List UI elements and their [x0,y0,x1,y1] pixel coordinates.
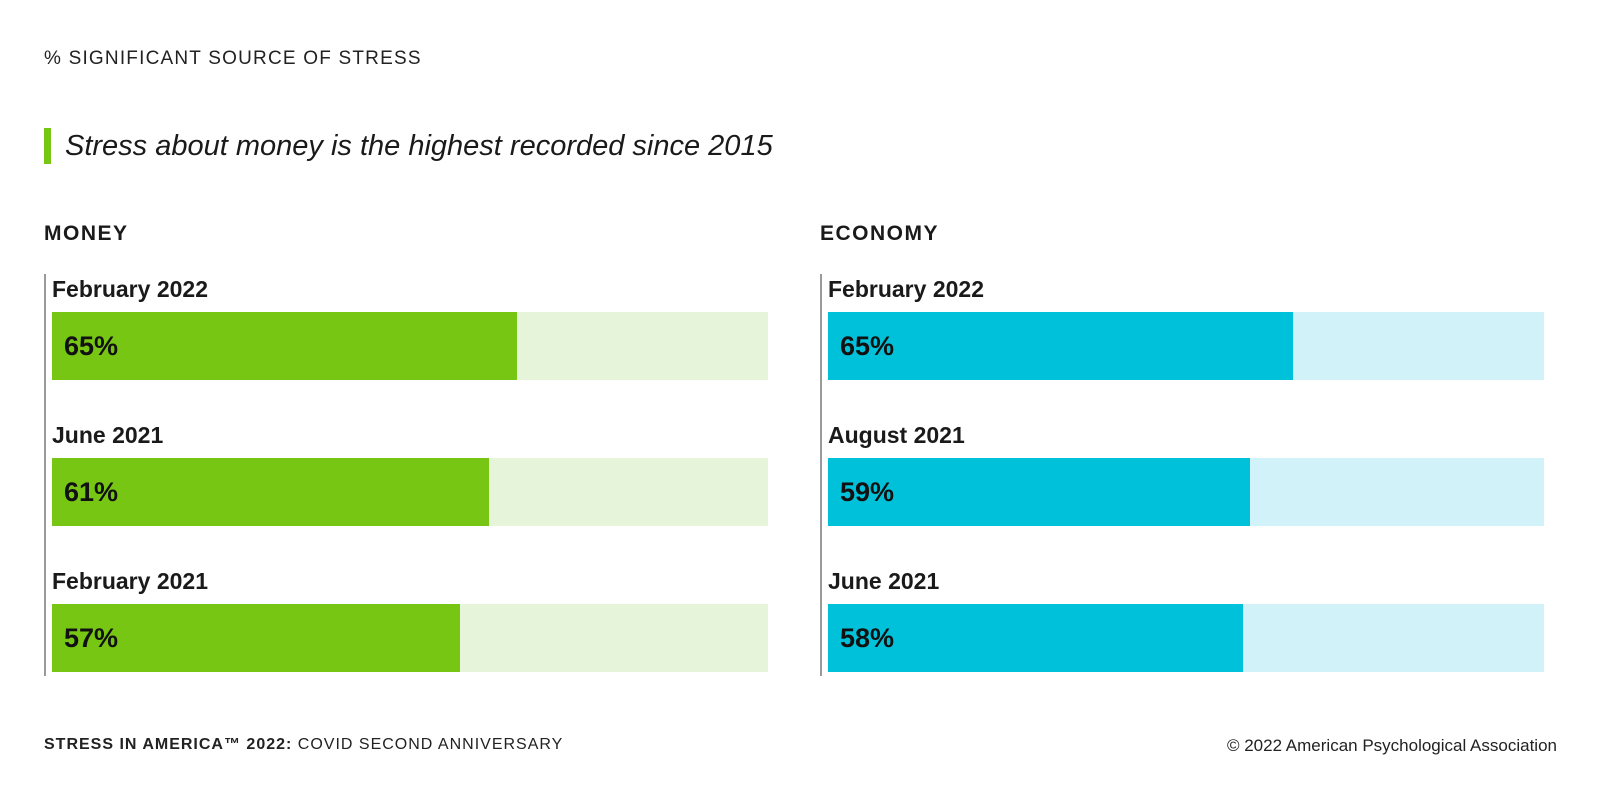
economy-category-label: August 2021 [828,422,965,448]
headline: Stress about money is the highest record… [44,128,773,164]
headline-accent-bar [44,128,51,164]
money-bar-group: June 2021 61% [52,420,768,526]
money-category-label: June 2021 [52,422,164,448]
economy-panel-title: ECONOMY [820,222,940,245]
economy-bar-value-label: 65% [840,331,895,361]
money-axis-line [44,274,46,676]
economy-bar-value-label: 59% [840,477,895,507]
money-bar-track: 65% [52,312,768,380]
money-bar-value-label: 61% [64,477,119,507]
money-bar [52,312,518,380]
money-category-label: February 2022 [52,276,208,302]
footer-series-name: STRESS IN AMERICA™ 2022: [44,736,293,753]
headline-text: Stress about money is the highest record… [65,129,773,162]
economy-bar-track: 59% [828,458,1544,526]
economy-category-label: February 2022 [828,276,984,302]
economy-bar-group: February 2022 65% [828,274,1544,380]
footer-series: STRESS IN AMERICA™ 2022: COVID SECOND AN… [44,736,563,754]
economy-panel: ECONOMY February 2022 65% August 2021 59% Ju… [820,220,1544,676]
economy-axis-line [820,274,822,676]
economy-bar [828,458,1251,526]
money-bar-track: 61% [52,458,768,526]
footer-series-subtitle: COVID SECOND ANNIVERSARY [292,736,564,753]
economy-bars: February 2022 65% August 2021 59% June 2021 5… [820,274,1544,676]
money-bars: February 2022 65% June 2021 61% February 202… [44,274,768,676]
money-bar-track: 57% [52,604,768,672]
chart-eyebrow: % SIGNIFICANT SOURCE OF STRESS [44,48,422,69]
economy-bar-group: August 2021 59% [828,420,1544,526]
economy-bar-group: June 2021 58% [828,566,1544,672]
money-bar-value-label: 57% [64,623,119,653]
money-bar-group: February 2021 57% [52,566,768,672]
economy-bar-track: 65% [828,312,1544,380]
money-panel: MONEY February 2022 65% June 2021 61% Februa… [44,220,768,676]
economy-bar-value-label: 58% [840,623,895,653]
money-bar [52,458,489,526]
economy-bar-track: 58% [828,604,1544,672]
money-category-label: February 2021 [52,568,208,594]
economy-category-label: June 2021 [828,568,940,594]
money-bar [52,604,461,672]
money-panel-title: MONEY [44,222,129,245]
economy-bar [828,312,1294,380]
money-bar-value-label: 65% [64,331,119,361]
footer-copyright: © 2022 American Psychological Associatio… [1226,736,1557,755]
economy-bar [828,604,1244,672]
money-bar-group: February 2022 65% [52,274,768,380]
